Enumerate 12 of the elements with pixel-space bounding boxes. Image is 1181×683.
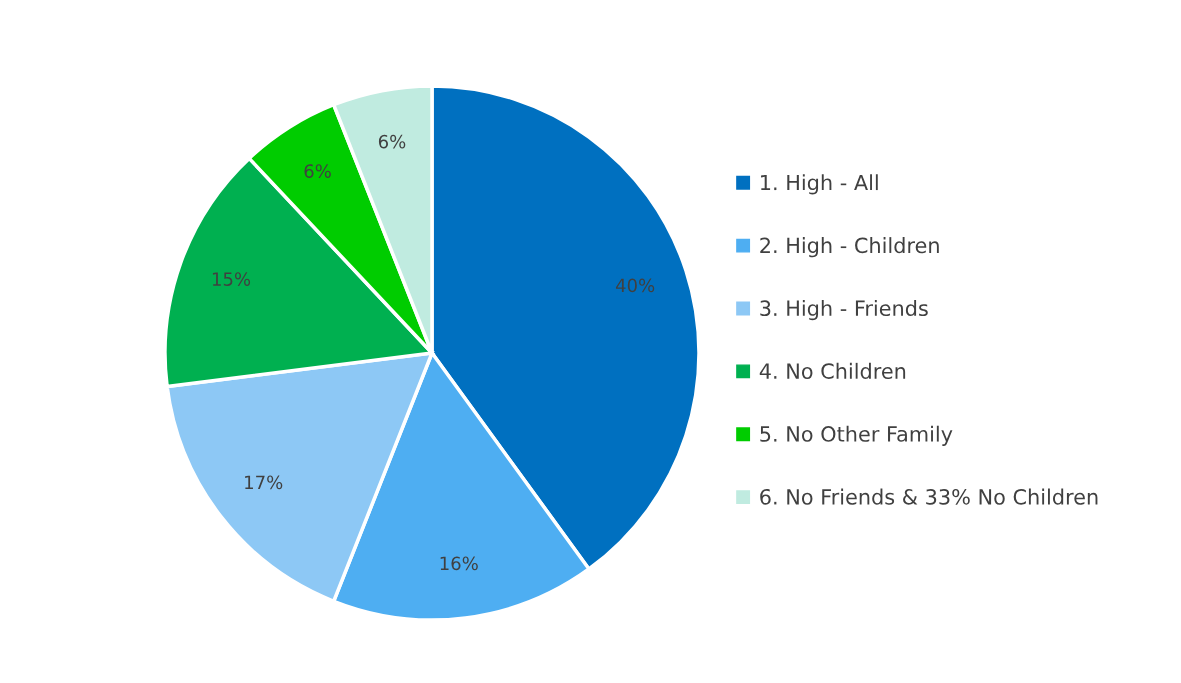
data-label: 6% bbox=[378, 134, 406, 149]
legend-label: 1. High - All bbox=[761, 174, 878, 195]
legend-label: 5. No Other Family bbox=[760, 425, 953, 446]
legend-label: 2. High - Children bbox=[760, 237, 939, 258]
data-label: 15% bbox=[212, 272, 251, 286]
data-label: 40% bbox=[615, 278, 655, 293]
legend-label: 6. No Friends & 33% No Children bbox=[760, 488, 1098, 505]
data-label: 16% bbox=[440, 556, 478, 571]
legend-label: 3. High - Friends bbox=[760, 299, 928, 321]
legend-label: 4. No Children bbox=[759, 362, 906, 379]
data-label: 17% bbox=[245, 475, 283, 490]
data-label: 6% bbox=[304, 164, 331, 178]
